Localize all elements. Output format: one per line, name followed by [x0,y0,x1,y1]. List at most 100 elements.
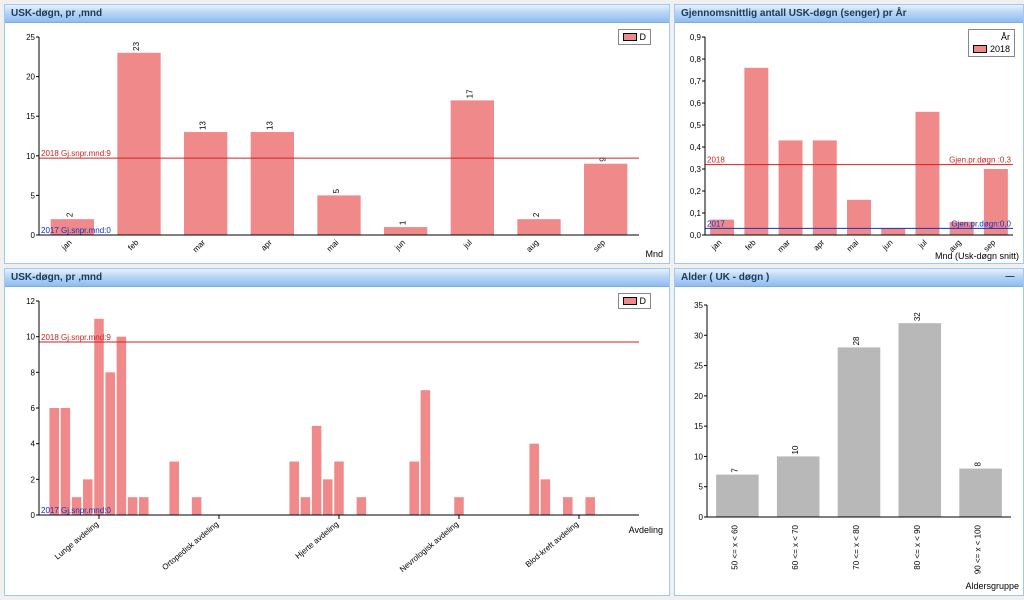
legend: D [618,293,652,309]
svg-text:30: 30 [694,331,703,340]
svg-text:2017: 2017 [707,219,725,228]
svg-text:10: 10 [26,152,35,161]
svg-text:7: 7 [730,468,739,473]
bar [94,319,104,515]
bar [184,132,227,235]
svg-text:25: 25 [694,362,703,371]
bar [585,497,595,515]
svg-text:9: 9 [599,157,608,162]
svg-text:0,5: 0,5 [690,121,702,130]
svg-text:10: 10 [694,452,703,461]
svg-text:90 <= x < 100: 90 <= x < 100 [974,524,983,574]
svg-text:8: 8 [974,462,983,467]
x-axis-label: Mnd (Usk-døgn snitt) [935,251,1019,261]
svg-text:0: 0 [31,511,36,520]
svg-text:0,9: 0,9 [690,33,702,42]
legend-label: D [640,296,647,306]
bar [169,462,179,516]
bar [451,100,494,235]
svg-text:25: 25 [26,33,35,42]
chart-svg: 05101520252jan23feb13mar13apr5mai1jun17j… [5,23,669,263]
bar [301,497,311,515]
panel-header: Alder ( UK - døgn ) — [675,269,1023,287]
svg-text:mar: mar [191,238,207,254]
bar [117,53,160,235]
svg-text:5: 5 [31,191,36,200]
x-axis-label: Avdeling [629,525,663,535]
svg-text:20: 20 [26,73,35,82]
svg-text:50 <= x < 60: 50 <= x < 60 [730,524,739,569]
bar [117,337,127,515]
panel-body: 05101520253035750 <= x < 601060 <= x < 7… [675,287,1023,595]
bar [49,408,59,515]
svg-text:17: 17 [465,89,474,98]
svg-text:0,1: 0,1 [690,209,702,218]
panel-header: Gjennomsnittlig antall USK-døgn (senger)… [675,5,1023,23]
bar [517,219,560,235]
svg-text:jul: jul [461,238,474,251]
bar [847,200,871,235]
bar [289,462,299,516]
svg-text:Gjen.pr.døgn :0,3: Gjen.pr.døgn :0,3 [949,156,1011,165]
bar [384,227,427,235]
legend-swatch [623,33,637,41]
svg-text:jun: jun [880,238,895,253]
bar [409,462,419,516]
svg-text:2: 2 [532,212,541,217]
bar [251,132,294,235]
legend: År 2018 [968,29,1015,57]
panel-body: År 2018 0,00,10,20,30,40,50,60,70,80,9ja… [675,23,1023,263]
panel-usk-avdeling: USK-døgn, pr ,mnd D 024681012Lunge avdel… [4,268,670,596]
legend-label: 2018 [990,44,1010,54]
bar [716,475,759,517]
bar [563,497,573,515]
bar [139,497,149,515]
bar [541,479,551,515]
bar [454,497,464,515]
svg-text:Nevrologisk avdeling: Nevrologisk avdeling [398,520,460,574]
panel-header: USK-døgn, pr ,mnd [5,269,669,287]
minimize-icon[interactable]: — [1003,271,1017,283]
legend-label: D [640,32,647,42]
svg-text:0,8: 0,8 [690,55,702,64]
x-axis-label: Aldersgruppe [965,581,1019,591]
bar [777,456,820,517]
svg-text:0,0: 0,0 [690,231,702,240]
bar [357,497,367,515]
svg-text:Ortopedisk avdeling: Ortopedisk avdeling [160,520,220,572]
svg-text:Blod-kreft avdeling: Blod-kreft avdeling [524,520,581,569]
svg-text:0,4: 0,4 [690,143,702,152]
svg-text:20: 20 [694,392,703,401]
svg-text:10: 10 [26,333,35,342]
svg-text:0,3: 0,3 [690,165,702,174]
bar [421,390,431,515]
svg-text:2: 2 [65,212,74,217]
bar [312,426,322,515]
svg-text:12: 12 [26,297,35,306]
bar [317,195,360,235]
svg-text:10: 10 [791,445,800,454]
bar [744,68,768,235]
svg-text:jan: jan [59,238,74,253]
panel-header: USK-døgn, pr ,mnd [5,5,669,23]
panel-title: USK-døgn, pr ,mnd [11,8,102,19]
svg-text:32: 32 [913,312,922,321]
svg-text:15: 15 [26,112,35,121]
bar [899,323,942,517]
svg-text:2: 2 [31,475,36,484]
chart-svg: 05101520253035750 <= x < 601060 <= x < 7… [675,287,1023,595]
svg-text:Lunge avdeling: Lunge avdeling [53,520,100,562]
svg-text:jan: jan [709,238,724,253]
svg-text:aug: aug [525,238,541,254]
svg-text:2018 Gj.snpr.mnd:9: 2018 Gj.snpr.mnd:9 [41,149,111,158]
bar [323,479,333,515]
svg-text:0: 0 [31,231,36,240]
svg-text:0,2: 0,2 [690,187,702,196]
svg-text:6: 6 [31,404,36,413]
svg-text:mar: mar [776,238,792,254]
panel-title: USK-døgn, pr ,mnd [11,272,102,283]
legend-swatch [973,45,987,53]
bar [584,164,627,235]
legend: D [618,29,652,45]
chart-svg: 024681012Lunge avdelingOrtopedisk avdeli… [5,287,669,595]
